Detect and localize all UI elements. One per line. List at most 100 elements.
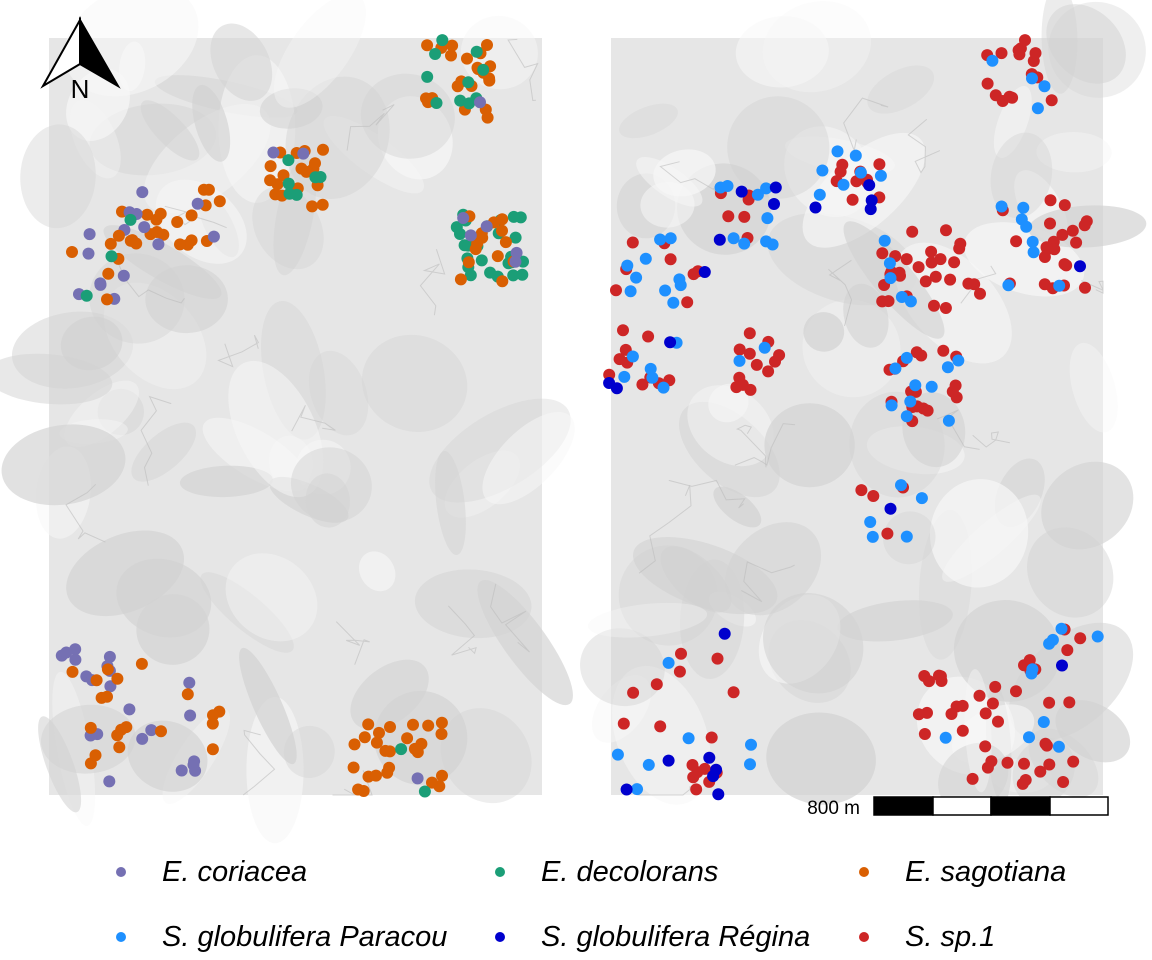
occurrence-point <box>733 343 746 356</box>
relief-shape <box>136 594 210 665</box>
occurrence-point <box>188 755 201 768</box>
occurrence-point <box>207 230 220 243</box>
legend-dot-s-globulifera-regina <box>495 932 505 942</box>
occurrence-point <box>934 253 947 266</box>
relief-shape <box>192 84 231 162</box>
occurrence-point <box>1057 776 1070 788</box>
occurrence-point <box>773 349 786 362</box>
occurrence-point <box>878 234 891 247</box>
occurrence-point <box>974 287 986 300</box>
occurrence-point <box>136 186 149 199</box>
occurrence-point <box>101 293 113 306</box>
occurrence-point <box>864 203 877 216</box>
map-panel-eschweilera <box>0 0 575 844</box>
relief-shape <box>619 103 678 139</box>
occurrence-point <box>499 236 512 249</box>
relief-shape <box>69 99 121 179</box>
occurrence-point <box>1043 696 1056 709</box>
occurrence-point <box>900 410 913 423</box>
relief-shape <box>259 88 323 129</box>
occurrence-point <box>900 351 913 364</box>
occurrence-point <box>373 726 385 739</box>
relief-shape <box>708 383 749 423</box>
occurrence-point <box>474 96 486 109</box>
scale-segment-4 <box>1049 796 1109 816</box>
occurrence-point <box>477 63 490 76</box>
relief-shape <box>145 265 228 334</box>
occurrence-point <box>735 185 748 198</box>
occurrence-point <box>636 378 649 391</box>
occurrence-point <box>1020 220 1033 233</box>
occurrence-point <box>937 344 950 357</box>
occurrence-point <box>657 381 670 394</box>
occurrence-point <box>463 97 476 110</box>
occurrence-point <box>422 719 435 732</box>
north-arrow: N <box>40 16 121 104</box>
legend-dot-s-globulifera-paracou <box>116 932 126 942</box>
relief-shape <box>358 551 396 592</box>
occurrence-point <box>624 285 637 298</box>
relief-shape <box>38 716 82 813</box>
occurrence-point <box>401 732 414 745</box>
occurrence-point <box>831 145 844 158</box>
occurrence-point <box>1043 758 1056 771</box>
occurrence-point <box>682 732 695 745</box>
occurrence-point <box>865 194 878 207</box>
scale-segment-3 <box>990 796 1051 816</box>
legend-dot-e-coriacea <box>116 867 126 877</box>
occurrence-point <box>418 785 431 798</box>
occurrence-point <box>362 718 375 731</box>
occurrence-point <box>264 160 277 173</box>
legend-label-e-coriacea: E. coriacea <box>162 856 308 888</box>
occurrence-point <box>866 530 879 543</box>
drainage-line <box>907 118 941 174</box>
occurrence-point <box>966 772 979 785</box>
occurrence-point <box>727 232 740 245</box>
occurrence-point <box>909 379 922 392</box>
occurrence-point <box>995 200 1008 213</box>
occurrence-point <box>426 776 438 789</box>
relief-shape <box>0 353 113 405</box>
occurrence-point <box>347 761 360 774</box>
occurrence-point <box>481 39 493 51</box>
occurrence-point <box>1052 740 1065 753</box>
occurrence-point <box>915 492 928 505</box>
occurrence-point <box>1001 756 1014 769</box>
occurrence-point <box>381 766 394 779</box>
occurrence-point <box>1010 685 1022 698</box>
relief-shape <box>612 665 711 805</box>
occurrence-point <box>664 336 677 349</box>
drainage-line <box>335 621 370 665</box>
occurrence-point <box>744 758 756 771</box>
legend-dot-e-decolorans <box>495 867 505 877</box>
occurrence-point <box>713 233 726 246</box>
occurrence-point <box>742 193 755 206</box>
occurrence-point <box>884 272 897 285</box>
occurrence-point <box>145 724 158 737</box>
occurrence-point <box>408 742 421 755</box>
relief-shape <box>803 312 845 352</box>
occurrence-point <box>906 225 919 238</box>
occurrence-point <box>874 169 887 182</box>
occurrence-point <box>738 210 751 223</box>
occurrence-point <box>83 228 96 241</box>
occurrence-point <box>900 253 913 266</box>
occurrence-point <box>915 349 928 362</box>
drainage-line <box>65 483 106 543</box>
occurrence-point <box>921 404 934 417</box>
relief-shape <box>763 593 864 694</box>
occurrence-point <box>152 238 165 251</box>
occurrence-point <box>743 347 756 360</box>
occurrence-point <box>673 665 686 678</box>
occurrence-point <box>1003 90 1016 103</box>
occurrence-point <box>885 399 898 412</box>
occurrence-point <box>881 527 894 540</box>
occurrence-point <box>1017 201 1030 214</box>
occurrence-point <box>727 686 740 699</box>
occurrence-point <box>889 362 902 375</box>
occurrence-point <box>1061 644 1074 657</box>
relief-shape <box>679 401 780 498</box>
occurrence-point <box>642 758 655 771</box>
occurrence-point <box>687 268 700 281</box>
occurrence-point <box>421 39 434 52</box>
